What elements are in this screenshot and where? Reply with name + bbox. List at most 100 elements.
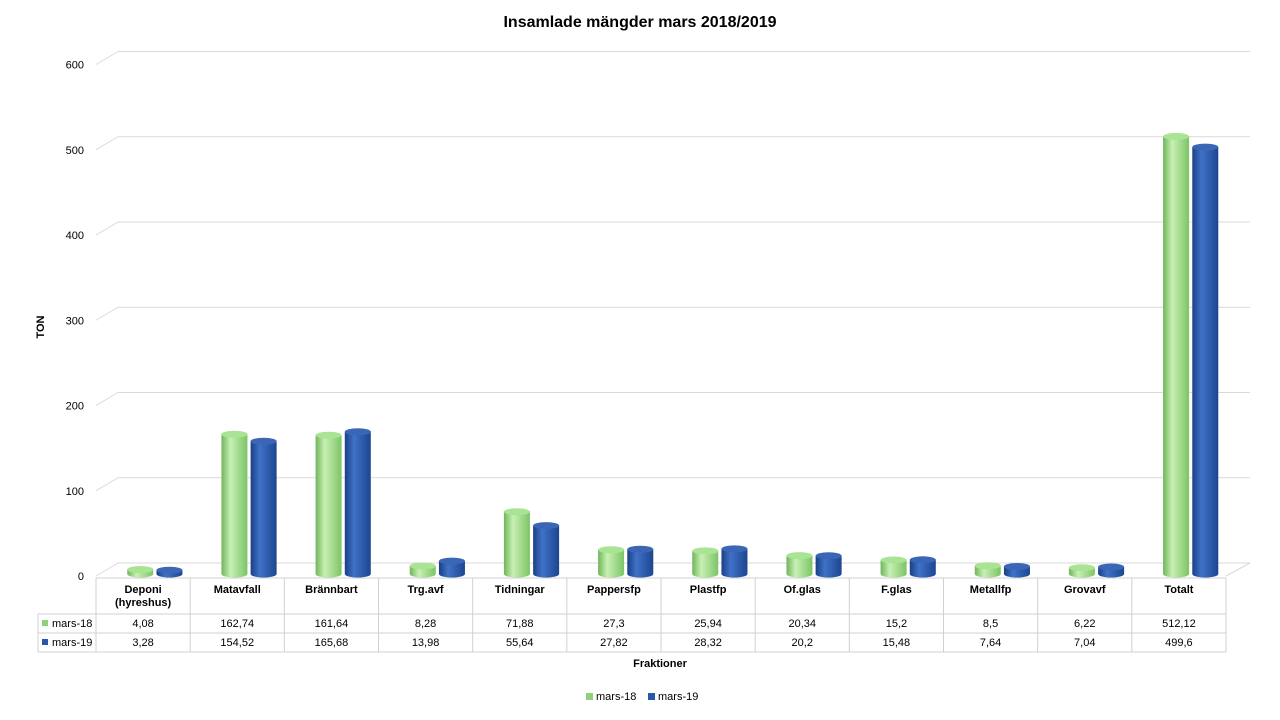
bar-body (598, 550, 624, 578)
data-value: 13,98 (412, 637, 440, 649)
bar-mars-19-6 (721, 545, 747, 577)
bar-top (221, 431, 247, 438)
y-tick-label: 100 (66, 486, 84, 498)
grid-line-diagonal (96, 393, 118, 406)
bar-body (345, 432, 371, 578)
bar-top (910, 556, 936, 563)
bar-mars-19-9 (1004, 563, 1030, 578)
bar-top (504, 508, 530, 515)
bar-mars-19-1 (251, 438, 277, 578)
data-value: 28,32 (694, 637, 722, 649)
data-value: 165,68 (315, 637, 349, 649)
category-label: Trg.avf (408, 584, 444, 596)
y-tick-label: 400 (66, 230, 84, 242)
bar-mars-18-8 (881, 557, 907, 578)
category-label: Tidningar (495, 584, 546, 596)
bar-top (345, 428, 371, 435)
data-value: 71,88 (506, 618, 534, 630)
y-tick-label: 200 (66, 401, 84, 413)
category-label: Plastfp (690, 584, 727, 596)
data-value: 8,28 (415, 618, 436, 630)
bar-top (1004, 563, 1030, 570)
grid-line-diagonal (96, 137, 118, 150)
y-tick-label: 0 (78, 571, 84, 583)
data-value: 4,08 (132, 618, 153, 630)
data-value: 7,04 (1074, 637, 1095, 649)
data-value: 162,74 (220, 618, 254, 630)
legend-swatch (648, 693, 655, 700)
bar-top (316, 432, 342, 439)
bar-top (1163, 133, 1189, 140)
table-series-name: mars-19 (52, 637, 92, 649)
bar-top (975, 562, 1001, 569)
data-value: 15,48 (883, 637, 911, 649)
bar-mars-19-4 (533, 522, 559, 577)
category-label: Pappersfp (587, 584, 641, 596)
legend-item: mars-19 (658, 691, 698, 703)
bar-mars-18-6 (692, 547, 718, 577)
bar-top (533, 522, 559, 529)
bar-mars-18-9 (975, 562, 1001, 577)
chart-title: Insamlade mängder mars 2018/2019 (503, 14, 776, 31)
bar-body (627, 549, 653, 577)
bar-top (1098, 563, 1124, 570)
bar-top (881, 557, 907, 564)
bar-mars-19-0 (156, 567, 182, 578)
data-value: 499,6 (1165, 637, 1193, 649)
grid-line-diagonal (96, 478, 118, 491)
bar-mars-18-7 (786, 552, 812, 577)
data-value: 154,52 (220, 637, 254, 649)
y-tick-label: 600 (66, 60, 84, 72)
bar-body (1192, 147, 1218, 577)
data-value: 7,64 (980, 637, 1001, 649)
bar-body (504, 512, 530, 578)
bar-body (533, 526, 559, 578)
bar-mars-18-10 (1069, 564, 1095, 577)
data-table: Deponi(hyreshus) Matavfall Brännbart Trg.av… (38, 578, 1226, 652)
bar-body (221, 434, 247, 577)
table-legend-swatch (42, 639, 48, 645)
x-axis-label: Fraktioner (633, 658, 688, 670)
bar-top (1192, 144, 1218, 151)
category-label: F.glas (881, 584, 912, 596)
category-label: Totalt (1164, 584, 1193, 596)
data-value: 161,64 (315, 618, 349, 630)
category-label: Metallfp (970, 584, 1012, 596)
data-value: 8,5 (983, 618, 998, 630)
bar-mars-18-11 (1163, 133, 1189, 578)
grid-line-diagonal (96, 563, 118, 576)
data-value: 3,28 (132, 637, 153, 649)
category-label: Brännbart (305, 584, 358, 596)
data-value: 25,94 (694, 618, 722, 630)
table-legend-swatch (42, 620, 48, 626)
bar-mars-19-5 (627, 546, 653, 578)
data-value: 55,64 (506, 637, 534, 649)
bar-body (692, 551, 718, 578)
grid-line-diagonal (96, 222, 118, 235)
bar-mars-18-4 (504, 508, 530, 577)
bar-body (316, 435, 342, 577)
data-value: 512,12 (1162, 618, 1196, 630)
floor-edge (1226, 563, 1250, 576)
bar-top (786, 552, 812, 559)
legend: mars-18 mars-19 (586, 691, 698, 703)
bar-mars-18-2 (316, 432, 342, 578)
data-value: 27,3 (603, 618, 624, 630)
category-label: Grovavf (1064, 584, 1106, 596)
bar-body (1163, 136, 1189, 577)
bar-mars-19-2 (345, 428, 371, 577)
legend-swatch (586, 693, 593, 700)
category-label: (hyreshus) (115, 597, 172, 609)
bar-body (721, 549, 747, 578)
data-value: 20,34 (788, 618, 816, 630)
bar-mars-19-7 (816, 552, 842, 577)
legend-item: mars-18 (596, 691, 636, 703)
category-label: Matavfall (214, 584, 261, 596)
bar-top (127, 566, 153, 573)
y-tick-label: 500 (66, 145, 84, 157)
bar-mars-19-3 (439, 558, 465, 578)
bar-top (251, 438, 277, 445)
y-tick-label: 300 (66, 315, 84, 327)
bar-top (721, 545, 747, 552)
bar-top (627, 546, 653, 553)
